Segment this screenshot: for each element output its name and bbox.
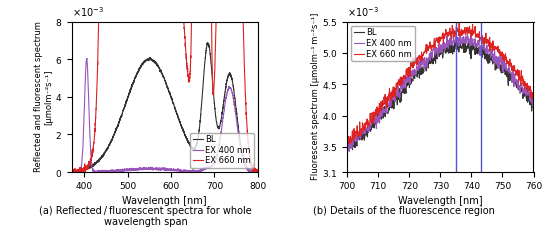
BL <box>453 40 460 43</box>
EX 400 nm <box>454 41 460 44</box>
EX 660 nm <box>392 95 398 98</box>
EX 400 nm <box>392 98 399 100</box>
BL <box>255 169 261 172</box>
EX 400 nm <box>344 149 350 152</box>
EX 400 nm <box>468 31 474 34</box>
EX 400 nm <box>154 168 161 171</box>
Line: BL: BL <box>72 43 258 172</box>
BL <box>159 72 166 75</box>
Text: (a) Reflected / fluorescent spectra for whole
wavelength span: (a) Reflected / fluorescent spectra for … <box>40 206 252 227</box>
Legend: BL, EX 400 nm, EX 660 nm: BL, EX 400 nm, EX 660 nm <box>190 133 254 168</box>
BL <box>78 168 84 171</box>
BL <box>485 56 491 59</box>
EX 660 nm <box>344 145 350 148</box>
EX 400 nm <box>377 116 384 119</box>
EX 660 nm <box>78 166 84 169</box>
EX 400 nm <box>469 41 476 44</box>
EX 660 nm <box>69 171 75 174</box>
EX 400 nm <box>249 171 256 174</box>
EX 400 nm <box>68 171 75 174</box>
Line: EX 660 nm: EX 660 nm <box>72 0 258 172</box>
Y-axis label: Fluorescent spectrum [μmolm⁻¹ m⁻²s⁻¹]: Fluorescent spectrum [μmolm⁻¹ m⁻²s⁻¹] <box>311 13 321 180</box>
BL <box>428 55 435 58</box>
EX 660 nm <box>456 22 463 25</box>
BL <box>154 64 161 67</box>
EX 660 nm <box>469 31 475 33</box>
Y-axis label: Reflected and fluorescent spectrum
[μmolm⁻²s⁻¹]: Reflected and fluorescent spectrum [μmol… <box>34 21 53 172</box>
BL <box>377 117 383 120</box>
BL <box>205 41 211 44</box>
BL <box>392 100 398 103</box>
EX 660 nm <box>485 38 491 41</box>
EX 400 nm <box>249 170 256 173</box>
EX 400 nm <box>78 167 84 170</box>
BL <box>68 171 75 174</box>
EX 660 nm <box>249 165 256 168</box>
BL <box>249 171 256 174</box>
BL <box>530 105 537 108</box>
EX 400 nm <box>428 51 435 54</box>
EX 400 nm <box>159 168 166 171</box>
X-axis label: Wavelength [nm]: Wavelength [nm] <box>398 196 483 206</box>
Line: EX 400 nm: EX 400 nm <box>72 58 258 172</box>
Text: (b) Details of the fluorescence region: (b) Details of the fluorescence region <box>314 206 495 216</box>
Line: EX 400 nm: EX 400 nm <box>347 33 534 151</box>
Line: EX 660 nm: EX 660 nm <box>347 23 534 147</box>
Legend: BL, EX 400 nm, EX 660 nm: BL, EX 400 nm, EX 660 nm <box>351 26 415 61</box>
BL <box>68 170 75 173</box>
EX 660 nm <box>428 49 435 51</box>
Line: BL: BL <box>347 41 534 152</box>
EX 400 nm <box>255 171 261 174</box>
EX 660 nm <box>255 171 261 174</box>
BL <box>469 44 475 47</box>
EX 660 nm <box>68 170 75 173</box>
EX 400 nm <box>83 57 90 60</box>
EX 660 nm <box>530 96 537 98</box>
X-axis label: Wavelength [nm]: Wavelength [nm] <box>122 196 207 206</box>
EX 660 nm <box>454 27 460 29</box>
BL <box>249 171 256 174</box>
EX 400 nm <box>485 49 491 52</box>
EX 400 nm <box>530 101 537 104</box>
BL <box>215 126 222 129</box>
EX 660 nm <box>377 108 383 111</box>
EX 400 nm <box>215 149 222 152</box>
BL <box>344 150 350 153</box>
BL <box>454 48 460 50</box>
EX 400 nm <box>346 150 353 153</box>
EX 660 nm <box>249 171 256 174</box>
